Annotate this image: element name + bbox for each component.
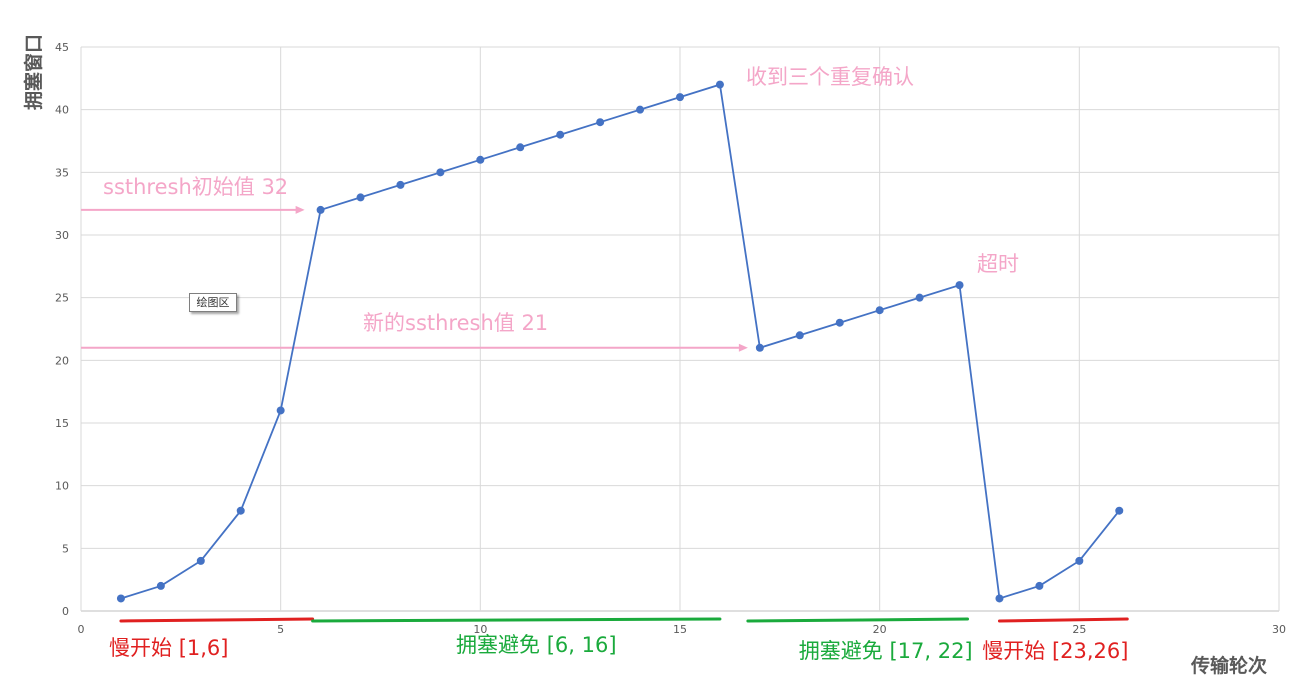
x-axis-title: 传输轮次 xyxy=(1190,654,1267,677)
data-point xyxy=(476,155,485,164)
y-axis-title: 拥塞窗口 xyxy=(22,34,45,110)
plot-area-tooltip: 绘图区 xyxy=(189,293,237,312)
data-point xyxy=(156,581,165,590)
phase-label: 慢开始 [23,26] xyxy=(982,639,1128,663)
y-tick-label: 5 xyxy=(62,542,69,555)
data-point xyxy=(1115,506,1124,515)
series-congestion-window xyxy=(116,80,1124,603)
x-tick-label: 0 xyxy=(78,623,85,636)
phase-labels: 慢开始 [1,6] 拥塞避免 [6, 16] 拥塞避免 [17, 22] 慢开始 [2… xyxy=(109,617,1129,663)
x-tick-label: 10 xyxy=(473,623,487,636)
ssthresh-new-label: 新的ssthresh值 21 xyxy=(363,311,548,335)
y-tick-label: 15 xyxy=(55,417,69,430)
y-tick-label: 20 xyxy=(55,354,69,367)
grid xyxy=(80,46,1280,612)
y-tick-label: 45 xyxy=(55,41,69,54)
data-point xyxy=(196,556,205,565)
data-point xyxy=(636,105,645,114)
phase-underline xyxy=(311,617,722,623)
data-point xyxy=(715,80,724,89)
data-point xyxy=(915,293,924,302)
data-point xyxy=(356,193,365,202)
y-tick-label: 10 xyxy=(55,480,69,493)
x-tick-label: 5 xyxy=(277,623,284,636)
data-point xyxy=(1035,581,1044,590)
data-point xyxy=(396,180,405,189)
x-tick-label: 20 xyxy=(873,623,887,636)
y-tick-label: 25 xyxy=(55,292,69,305)
y-tick-label: 35 xyxy=(55,166,69,179)
x-tick-label: 30 xyxy=(1272,623,1286,636)
x-tick-label: 15 xyxy=(673,623,687,636)
y-tick-label: 0 xyxy=(62,605,69,618)
phase-label: 拥塞避免 [17, 22] xyxy=(799,639,973,663)
data-point xyxy=(236,506,245,515)
tick-labels: 0 5 10 15 20 25 30 35 40 45 0 5 10 15 20 25 30 xyxy=(55,41,1286,636)
phase-underline xyxy=(746,617,970,623)
phase-label: 慢开始 [1,6] xyxy=(109,636,228,660)
data-point xyxy=(596,118,605,127)
data-point xyxy=(835,318,844,327)
ssthresh-initial-arrow-head xyxy=(295,205,305,214)
data-point xyxy=(875,306,884,315)
x-tick-label: 25 xyxy=(1072,623,1086,636)
triple-ack-label: 收到三个重复确认 xyxy=(746,65,914,89)
data-point xyxy=(556,130,565,139)
data-point xyxy=(1075,556,1084,565)
data-point xyxy=(276,406,285,415)
data-point xyxy=(436,168,445,177)
data-point xyxy=(316,205,325,214)
data-point xyxy=(116,594,125,603)
ssthresh-initial-label: ssthresh初始值 32 xyxy=(103,175,288,199)
data-point xyxy=(955,281,964,290)
data-point xyxy=(676,93,684,102)
data-point xyxy=(795,331,804,340)
series-line xyxy=(120,83,1120,600)
y-tick-label: 30 xyxy=(55,229,69,242)
phase-underline xyxy=(997,617,1129,623)
ssthresh-new-arrow-head xyxy=(738,343,748,352)
data-point xyxy=(995,594,1004,603)
phase-underline xyxy=(119,617,315,623)
data-point xyxy=(755,343,764,352)
timeout-label: 超时 xyxy=(977,252,1019,276)
data-point xyxy=(516,143,525,152)
phase-label: 拥塞避免 [6, 16] xyxy=(456,633,617,657)
y-tick-label: 40 xyxy=(55,104,69,117)
